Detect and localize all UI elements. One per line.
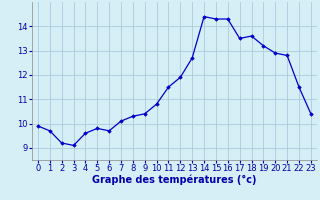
X-axis label: Graphe des températures (°c): Graphe des températures (°c) <box>92 175 257 185</box>
